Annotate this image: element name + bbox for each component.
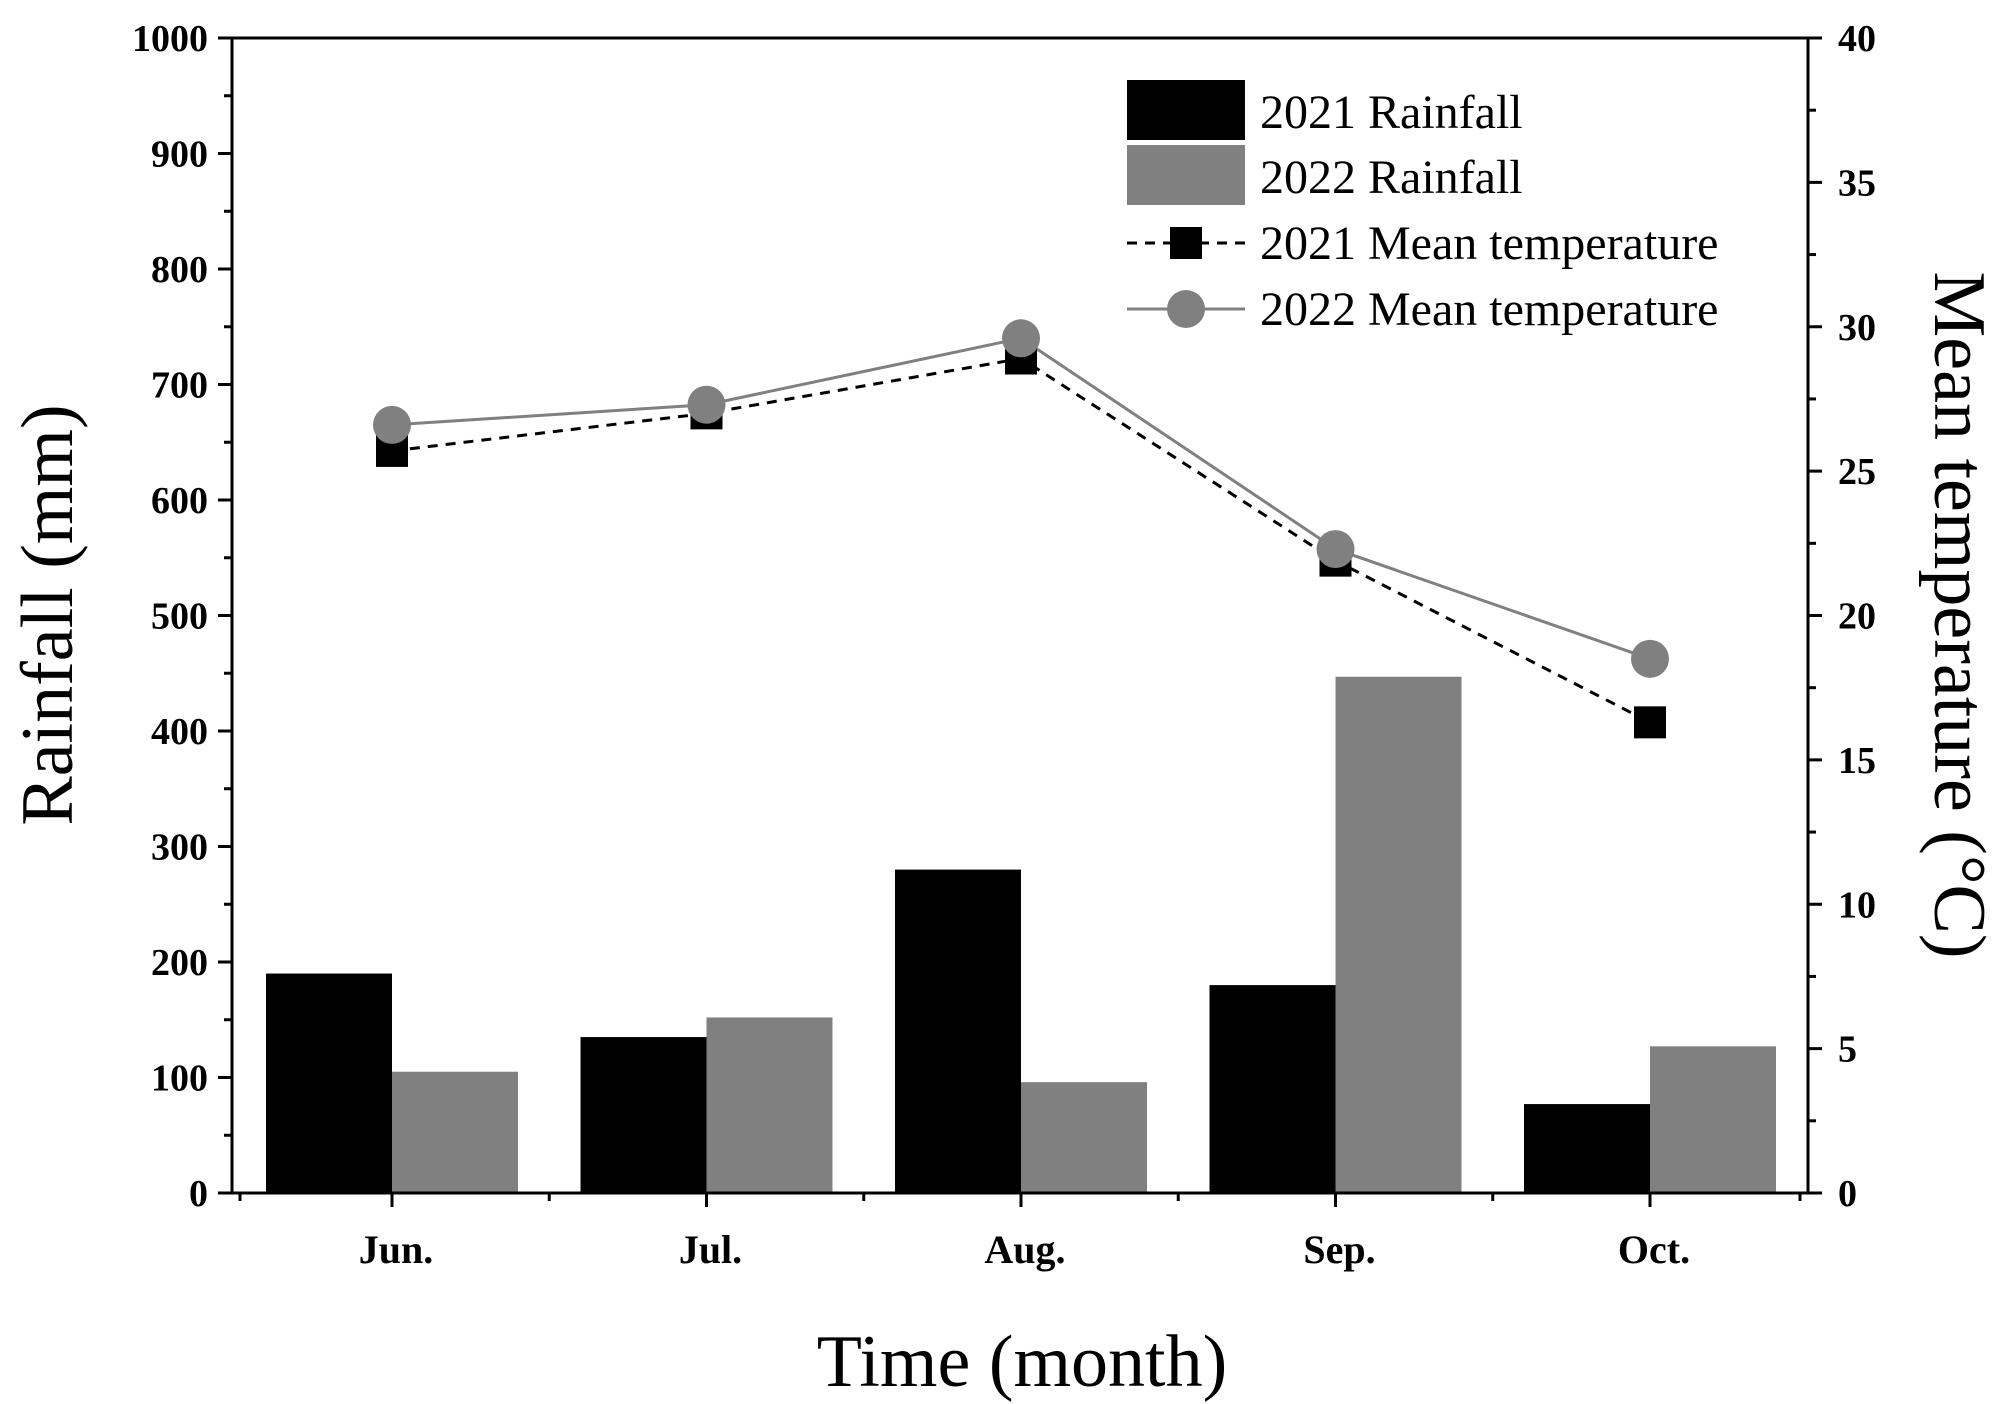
y2-tick-label-10: 10: [1838, 884, 1876, 926]
y-tick-label-400: 400: [151, 711, 208, 753]
x-tick-label-oct: Oct.: [1618, 1227, 1690, 1272]
bar-2022-rainfall-jul: [706, 1017, 833, 1193]
y2-tick-label-35: 35: [1838, 162, 1876, 204]
legend-marker-2021-mean-temperature: [1170, 227, 1202, 259]
bar-2022-rainfall-aug: [1021, 1082, 1147, 1193]
bar-2021-rainfall-sep: [1209, 985, 1336, 1193]
legend-swatch-2021-rainfall: [1127, 80, 1245, 140]
bars-layer: [266, 676, 1776, 1193]
x-tick-label-jul: Jul.: [679, 1227, 742, 1272]
legend-label-2021-rainfall: 2021 Rainfall: [1260, 86, 1523, 139]
legend-label-2022-mean-temperature: 2022 Mean temperature: [1260, 283, 1718, 336]
y2-tick-label-40: 40: [1838, 18, 1876, 60]
legend-label-2021-mean-temperature: 2021 Mean temperature: [1260, 217, 1718, 270]
bar-2022-rainfall-sep: [1335, 676, 1462, 1193]
x-tick-label-aug: Aug.: [984, 1227, 1065, 1272]
marker-2022-mean-temperature-oct: [1631, 639, 1669, 678]
x-tick-label-sep: Sep.: [1303, 1227, 1375, 1272]
y2-axis-title: Mean temperature (°C): [1918, 271, 1995, 958]
y-tick-label-1000: 1000: [132, 18, 208, 60]
lines-layer: [373, 319, 1669, 739]
marker-2021-mean-temperature-oct: [1634, 706, 1666, 739]
y-tick-label-600: 600: [151, 480, 208, 522]
x-tick-label-jun: Jun.: [359, 1227, 434, 1272]
axes-layer: 0 100 200 300 400 500 600 700 800 900 1000 0 5 10 15 20…: [132, 18, 1876, 1272]
marker-2022-mean-temperature-jun: [373, 405, 411, 444]
y-tick-label-0: 0: [189, 1173, 208, 1215]
y-tick-label-900: 900: [151, 134, 208, 176]
y2-tick-label-25: 25: [1838, 451, 1876, 493]
bar-2021-rainfall-oct: [1524, 1104, 1650, 1193]
legend-label-2022-rainfall: 2022 Rainfall: [1260, 151, 1523, 204]
bar-2021-rainfall-jul: [580, 1037, 707, 1193]
marker-2022-mean-temperature-jul: [687, 385, 726, 424]
bar-2021-rainfall-jun: [266, 973, 392, 1193]
bar-2021-rainfall-aug: [895, 869, 1021, 1193]
legend-swatch-2022-rainfall: [1127, 145, 1245, 205]
y-tick-label-700: 700: [151, 365, 208, 407]
y-axis-title: Rainfall (mm): [7, 404, 89, 825]
y-tick-label-100: 100: [151, 1058, 208, 1100]
legend: 2021 Rainfall 2022 Rainfall 2021 Mean temp…: [1127, 80, 1718, 336]
y2-tick-label-15: 15: [1838, 740, 1876, 782]
legend-marker-2022-mean-temperature: [1167, 290, 1205, 328]
y2-tick-label-0: 0: [1838, 1173, 1857, 1215]
y2-tick-label-20: 20: [1838, 596, 1876, 638]
y-tick-label-500: 500: [151, 596, 208, 638]
y-tick-label-300: 300: [151, 827, 208, 869]
line-2022-mean-temperature: [391, 336, 1651, 661]
bar-2022-rainfall-jun: [392, 1071, 518, 1193]
y2-tick-label-5: 5: [1838, 1029, 1857, 1071]
y2-tick-label-30: 30: [1838, 307, 1876, 349]
marker-2022-mean-temperature-aug: [1002, 319, 1040, 358]
marker-2022-mean-temperature-sep: [1316, 530, 1355, 569]
x-axis-title: Time (month): [817, 1321, 1227, 1403]
y-tick-label-800: 800: [151, 249, 208, 291]
y-tick-label-200: 200: [151, 942, 208, 984]
bar-2022-rainfall-oct: [1650, 1046, 1776, 1193]
